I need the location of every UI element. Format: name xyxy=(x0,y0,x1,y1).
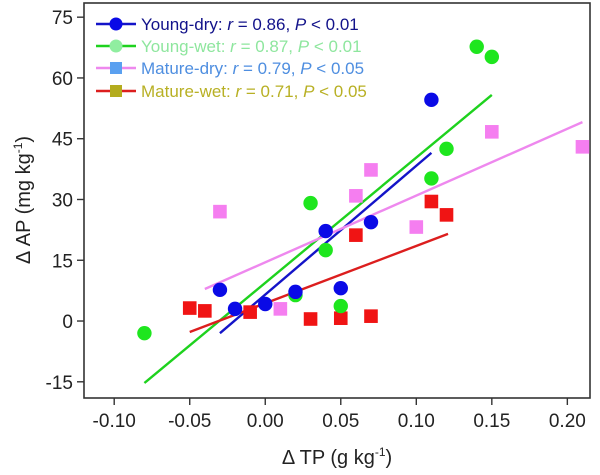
point-mature-wet-2 xyxy=(243,305,257,319)
legend-item-young-wet: Young-wet: r = 0.87, P < 0.01 xyxy=(96,37,362,56)
point-young-wet-2 xyxy=(303,195,318,211)
point-mature-dry-6 xyxy=(575,140,590,154)
y-axis-title: Δ AP (mg kg-1) xyxy=(11,136,35,264)
point-mature-wet-5 xyxy=(349,228,363,242)
point-mature-wet-1 xyxy=(198,304,212,318)
point-mature-wet-4 xyxy=(333,311,348,325)
legend-marker-circle-icon xyxy=(109,39,123,53)
point-mature-dry-0 xyxy=(213,204,227,219)
legend: Young-dry: r = 0.86, P < 0.01 Young-wet: … xyxy=(96,15,367,101)
y-tick-label: 75 xyxy=(52,8,73,29)
legend-label: Mature-wet: r = 0.71, P < 0.05 xyxy=(141,82,367,101)
x-tick-label: 0.20 xyxy=(549,411,586,432)
point-young-wet-3 xyxy=(318,242,333,258)
legend-marker-circle-icon xyxy=(109,17,123,31)
x-tick-label: 0.05 xyxy=(322,411,359,432)
x-tick-label: 0.00 xyxy=(247,411,284,432)
point-young-dry-0 xyxy=(212,282,228,298)
x-tick-label: 0.10 xyxy=(398,411,435,432)
y-tick-label: 30 xyxy=(52,190,73,211)
legend-item-young-dry: Young-dry: r = 0.86, P < 0.01 xyxy=(96,15,359,34)
point-young-wet-5 xyxy=(424,171,439,186)
data-points xyxy=(137,39,590,341)
point-mature-wet-8 xyxy=(439,208,454,222)
y-tick-label: 45 xyxy=(52,130,73,151)
point-mature-wet-3 xyxy=(303,312,318,326)
point-mature-dry-1 xyxy=(273,302,288,316)
point-mature-wet-6 xyxy=(364,309,378,323)
point-young-dry-2 xyxy=(258,296,273,312)
point-mature-wet-0 xyxy=(182,301,197,315)
point-young-dry-1 xyxy=(227,301,243,317)
point-mature-dry-5 xyxy=(485,125,499,139)
legend-label: Young-dry: r = 0.86, P < 0.01 xyxy=(141,15,359,34)
x-axis-title: Δ TP (g kg-1) xyxy=(282,445,392,469)
y-tick-label: 15 xyxy=(52,251,73,272)
y-axis: -15 0 15 30 45 60 75 xyxy=(46,8,84,394)
point-mature-dry-4 xyxy=(409,220,424,234)
legend-item-mature-wet: Mature-wet: r = 0.71, P < 0.05 xyxy=(96,82,367,101)
x-tick-label: -0.05 xyxy=(168,411,211,432)
x-axis: -0.10 -0.05 0.00 0.05 0.10 0.15 0.20 xyxy=(93,398,586,432)
point-young-dry-3 xyxy=(288,284,303,300)
point-young-dry-5 xyxy=(333,281,348,296)
legend-item-mature-dry: Mature-dry: r = 0.79, P < 0.05 xyxy=(96,59,364,78)
point-young-dry-4 xyxy=(318,223,333,239)
point-mature-dry-3 xyxy=(364,163,378,177)
y-tick-label: 0 xyxy=(62,312,73,333)
point-young-dry-7 xyxy=(424,92,439,108)
point-young-dry-6 xyxy=(363,214,379,230)
legend-marker-square-icon xyxy=(110,85,122,97)
legend-label: Mature-dry: r = 0.79, P < 0.05 xyxy=(141,59,364,78)
x-axis-title-superscript: -1 xyxy=(375,445,386,459)
point-young-wet-6 xyxy=(439,141,454,157)
legend-marker-square-icon xyxy=(110,62,122,74)
legend-label: Young-wet: r = 0.87, P < 0.01 xyxy=(141,37,362,56)
y-tick-label: 60 xyxy=(52,69,73,90)
y-axis-title-superscript: -1 xyxy=(11,142,25,153)
x-tick-label: -0.10 xyxy=(93,411,136,432)
point-young-wet-7 xyxy=(469,39,484,54)
point-mature-dry-2 xyxy=(349,189,363,203)
point-young-wet-0 xyxy=(137,325,152,341)
point-young-wet-4 xyxy=(333,298,348,314)
point-mature-wet-7 xyxy=(424,194,439,209)
y-tick-label: -15 xyxy=(46,373,73,394)
plot-frame xyxy=(83,2,591,399)
x-tick-label: 0.15 xyxy=(473,411,510,432)
fit-line-mature-dry xyxy=(204,121,583,291)
point-young-wet-8 xyxy=(484,49,500,65)
